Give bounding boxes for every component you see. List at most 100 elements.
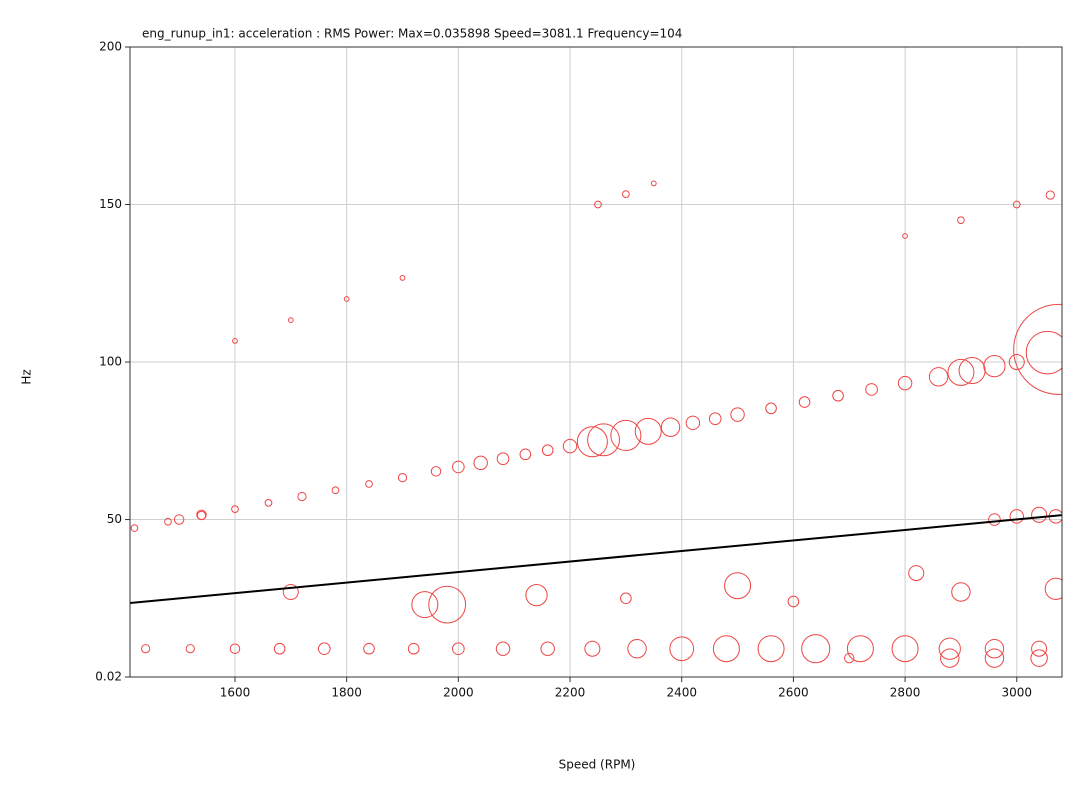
- bubble: [196, 509, 207, 521]
- bubble: [983, 355, 1006, 378]
- y-tick-label: 50: [107, 512, 122, 526]
- x-tick-label: 2200: [555, 686, 586, 700]
- bubble: [650, 180, 657, 187]
- bubble: [798, 396, 811, 408]
- bubble: [712, 635, 740, 663]
- bubble: [562, 438, 578, 454]
- bubble: [495, 641, 511, 656]
- bubble: [928, 367, 949, 387]
- bubble: [708, 412, 722, 426]
- y-tick-label: 0.02: [95, 670, 122, 684]
- bubble: [1008, 354, 1025, 371]
- bubble: [787, 595, 800, 608]
- order-line: [130, 514, 1062, 605]
- bubble: [627, 639, 647, 659]
- bubble: [846, 635, 874, 663]
- bubble: [957, 216, 965, 225]
- bubble: [519, 448, 532, 461]
- bubble: [287, 317, 294, 324]
- bubble: [496, 452, 510, 466]
- bubble: [1012, 200, 1021, 209]
- x-tick-label: 1800: [331, 686, 362, 700]
- bubble: [264, 498, 273, 507]
- bubble: [430, 466, 442, 477]
- bubble: [988, 513, 1001, 526]
- bubble: [1013, 303, 1062, 395]
- bubble: [273, 642, 286, 655]
- bubble: [428, 585, 467, 624]
- bubble: [130, 524, 139, 532]
- bubble: [343, 296, 350, 302]
- bubble: [1045, 190, 1055, 200]
- bubble: [634, 417, 662, 445]
- bubble: [984, 639, 1005, 659]
- bubble: [407, 642, 420, 655]
- bubble: [843, 652, 855, 664]
- y-tick-label: 200: [99, 40, 122, 54]
- bubble: [757, 635, 785, 663]
- bubble: [399, 275, 406, 281]
- plot-area: [130, 180, 1062, 668]
- plot-frame: [129, 46, 1063, 678]
- bubble: [865, 383, 878, 396]
- bubble: [185, 644, 195, 654]
- bubble: [897, 375, 913, 391]
- bubble: [141, 644, 151, 654]
- bubble: [164, 517, 172, 526]
- bubble: [232, 338, 238, 344]
- bubble: [541, 444, 554, 457]
- bubble: [902, 233, 908, 239]
- bubble: [947, 358, 975, 386]
- bubble: [452, 460, 465, 474]
- bubble: [1030, 649, 1048, 667]
- bubble: [540, 641, 555, 656]
- bubble: [984, 648, 1005, 668]
- bubble: [452, 642, 465, 656]
- bubble: [594, 200, 602, 209]
- bubble: [231, 505, 239, 514]
- bubble: [938, 637, 961, 660]
- y-tick-label: 150: [99, 197, 122, 211]
- bubble: [473, 455, 488, 471]
- bubble: [724, 572, 752, 600]
- bubble: [908, 565, 925, 582]
- bubble: [1031, 506, 1048, 523]
- bubble: [891, 635, 919, 663]
- bubble: [1044, 577, 1062, 600]
- x-tick-label: 1600: [220, 686, 251, 700]
- bubble: [411, 591, 439, 619]
- bubble: [660, 417, 681, 437]
- bubble: [610, 419, 642, 451]
- bubble: [832, 389, 844, 402]
- bubble: [397, 473, 408, 483]
- bubble: [730, 407, 745, 422]
- bubble: [173, 514, 185, 525]
- bubble: [669, 636, 695, 662]
- bubble: [318, 642, 331, 656]
- bubble: [940, 648, 960, 668]
- bubble: [1031, 640, 1048, 657]
- bubble: [297, 491, 307, 502]
- bubble: [685, 415, 701, 431]
- bubble: [365, 480, 373, 488]
- bubble: [620, 592, 632, 605]
- chart-title: eng_runup_in1: acceleration : RMS Power:…: [142, 27, 682, 41]
- bubble: [622, 190, 630, 198]
- x-tick-label: 2600: [778, 686, 809, 700]
- x-tick-label: 3000: [1001, 686, 1032, 700]
- bubble: [525, 584, 548, 607]
- bubble: [282, 583, 299, 601]
- bubble: [1009, 509, 1024, 524]
- bubble: [765, 402, 777, 415]
- bubble: [331, 486, 340, 495]
- x-tick-label: 2400: [666, 686, 697, 700]
- y-axis-label: Hz: [20, 369, 34, 384]
- x-axis-label: Speed (RPM): [559, 758, 636, 772]
- bubble: [1025, 330, 1062, 375]
- bubble: [951, 582, 971, 602]
- bubble: [229, 643, 241, 654]
- y-tick-label: 100: [99, 355, 122, 369]
- bubble: [801, 634, 831, 664]
- x-tick-label: 2800: [890, 686, 921, 700]
